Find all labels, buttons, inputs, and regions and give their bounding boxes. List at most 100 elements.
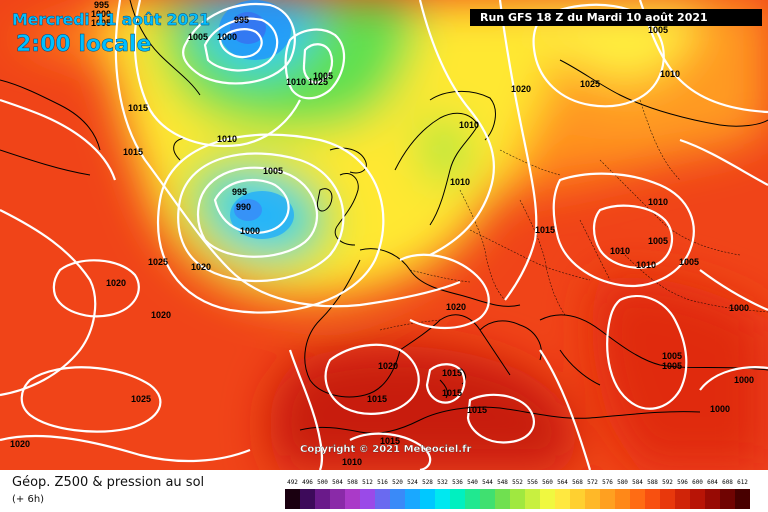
- isobar-label: 1020: [151, 310, 171, 320]
- scale-swatch: [585, 489, 600, 509]
- forecast-date: Mercredi 11 août 2021: [12, 10, 211, 29]
- scale-swatch: [300, 489, 315, 509]
- scale-label: 596: [677, 479, 688, 486]
- scale-label: 528: [422, 479, 433, 486]
- run-info: Run GFS 18 Z du Mardi 10 août 2021: [470, 9, 762, 26]
- scale-label: 588: [647, 479, 658, 486]
- scale-swatch: [405, 489, 420, 509]
- scale-label: 608: [722, 479, 733, 486]
- isobar-label: 1015: [442, 368, 462, 378]
- isobar-label: 1020: [446, 302, 466, 312]
- isobar-label: 1005: [679, 257, 699, 267]
- scale-label: 492: [287, 479, 298, 486]
- isobar-label: 1000: [734, 375, 754, 385]
- isobar-label: 1005: [188, 32, 208, 42]
- isobar-label: 1005: [662, 351, 682, 361]
- isobar-label: 990: [236, 202, 251, 212]
- isobar-label: 1020: [106, 278, 126, 288]
- isobar-label: 1000: [217, 32, 237, 42]
- isobar-label: 1020: [191, 262, 211, 272]
- scale-swatch: [720, 489, 735, 509]
- isobar-label: 995: [232, 187, 247, 197]
- isobar-label: 995: [94, 0, 109, 10]
- scale-label: 564: [557, 479, 568, 486]
- scale-swatch: [495, 489, 510, 509]
- scale-swatch: [660, 489, 675, 509]
- color-scale-labels: 492 496 500 504 508 512 516 520 524 528 532 536 540 5…: [282, 479, 752, 489]
- legend-footer: Géop. Z500 & pression au sol (+ 6h) 492 4…: [0, 470, 768, 512]
- scale-swatch: [525, 489, 540, 509]
- isobar-label: 1005: [648, 25, 668, 35]
- scale-swatch: [705, 489, 720, 509]
- scale-label: 496: [302, 479, 313, 486]
- copyright-credit: Copyright © 2021 Meteociel.fr: [300, 444, 472, 455]
- isobar-label: 1005: [313, 71, 333, 81]
- scale-label: 532: [437, 479, 448, 486]
- scale-swatch: [330, 489, 345, 509]
- scale-label: 580: [617, 479, 628, 486]
- isobars: [0, 0, 768, 470]
- isobar-label: 1005: [662, 361, 682, 371]
- scale-label: 524: [407, 479, 418, 486]
- scale-swatch: [420, 489, 435, 509]
- scale-swatch: [345, 489, 360, 509]
- isobar-label: 1020: [10, 439, 30, 449]
- scale-label: 548: [497, 479, 508, 486]
- legend-subtitle: (+ 6h): [12, 494, 45, 505]
- scale-label: 600: [692, 479, 703, 486]
- scale-label: 540: [467, 479, 478, 486]
- isobar-label: 1025: [131, 394, 151, 404]
- scale-label: 612: [737, 479, 748, 486]
- scale-label: 584: [632, 479, 643, 486]
- scale-swatch: [600, 489, 615, 509]
- scale-label: 520: [392, 479, 403, 486]
- isobar-label: 1000: [729, 303, 749, 313]
- scale-swatch: [555, 489, 570, 509]
- z500-green-baltic: [420, 117, 470, 183]
- z500-red-south: [269, 346, 577, 470]
- isobar-label: 1000: [240, 226, 260, 236]
- isobar-label: 1000: [710, 404, 730, 414]
- scale-label: 544: [482, 479, 493, 486]
- scale-label: 516: [377, 479, 388, 486]
- isobar-labels: 9951000100599510001005101510151010100599…: [10, 0, 754, 467]
- scale-swatch: [465, 489, 480, 509]
- isobar-label: 1015: [367, 394, 387, 404]
- scale-swatch: [570, 489, 585, 509]
- isobar-label: 1015: [467, 405, 487, 415]
- scale-swatch: [630, 489, 645, 509]
- isobar-label: 1005: [263, 166, 283, 176]
- isobar-label: 1010: [648, 197, 668, 207]
- isobar-label: 1010: [342, 457, 362, 467]
- isobar-label: 1025: [308, 77, 328, 87]
- scale-swatch: [315, 489, 330, 509]
- isobar-label: 1015: [128, 103, 148, 113]
- z500-red-east: [592, 277, 768, 470]
- isobar-label: 1010: [450, 177, 470, 187]
- scale-label: 604: [707, 479, 718, 486]
- isobar-label: 1010: [610, 246, 630, 256]
- isobar-label: 1000: [91, 9, 111, 19]
- isobar-label: 1025: [580, 79, 600, 89]
- scale-swatch: [390, 489, 405, 509]
- scale-label: 560: [542, 479, 553, 486]
- isobar-label: 1005: [648, 236, 668, 246]
- isobar-label: 1015: [535, 225, 555, 235]
- scale-swatch: [540, 489, 555, 509]
- isobar-label: 1020: [511, 84, 531, 94]
- isobar-label: 1005: [91, 18, 111, 28]
- scale-swatch: [285, 489, 300, 509]
- scale-swatch: [435, 489, 450, 509]
- scale-swatch: [480, 489, 495, 509]
- isobar-label: 1010: [660, 69, 680, 79]
- scale-swatch: [510, 489, 525, 509]
- coastlines: [0, 0, 768, 434]
- scale-label: 508: [347, 479, 358, 486]
- isobar-label: 1020: [378, 361, 398, 371]
- scale-swatch: [450, 489, 465, 509]
- isobar-label: 1015: [442, 388, 462, 398]
- isobar-label: 1010: [217, 134, 237, 144]
- scale-label: 504: [332, 479, 343, 486]
- isobar-label: 1025: [148, 257, 168, 267]
